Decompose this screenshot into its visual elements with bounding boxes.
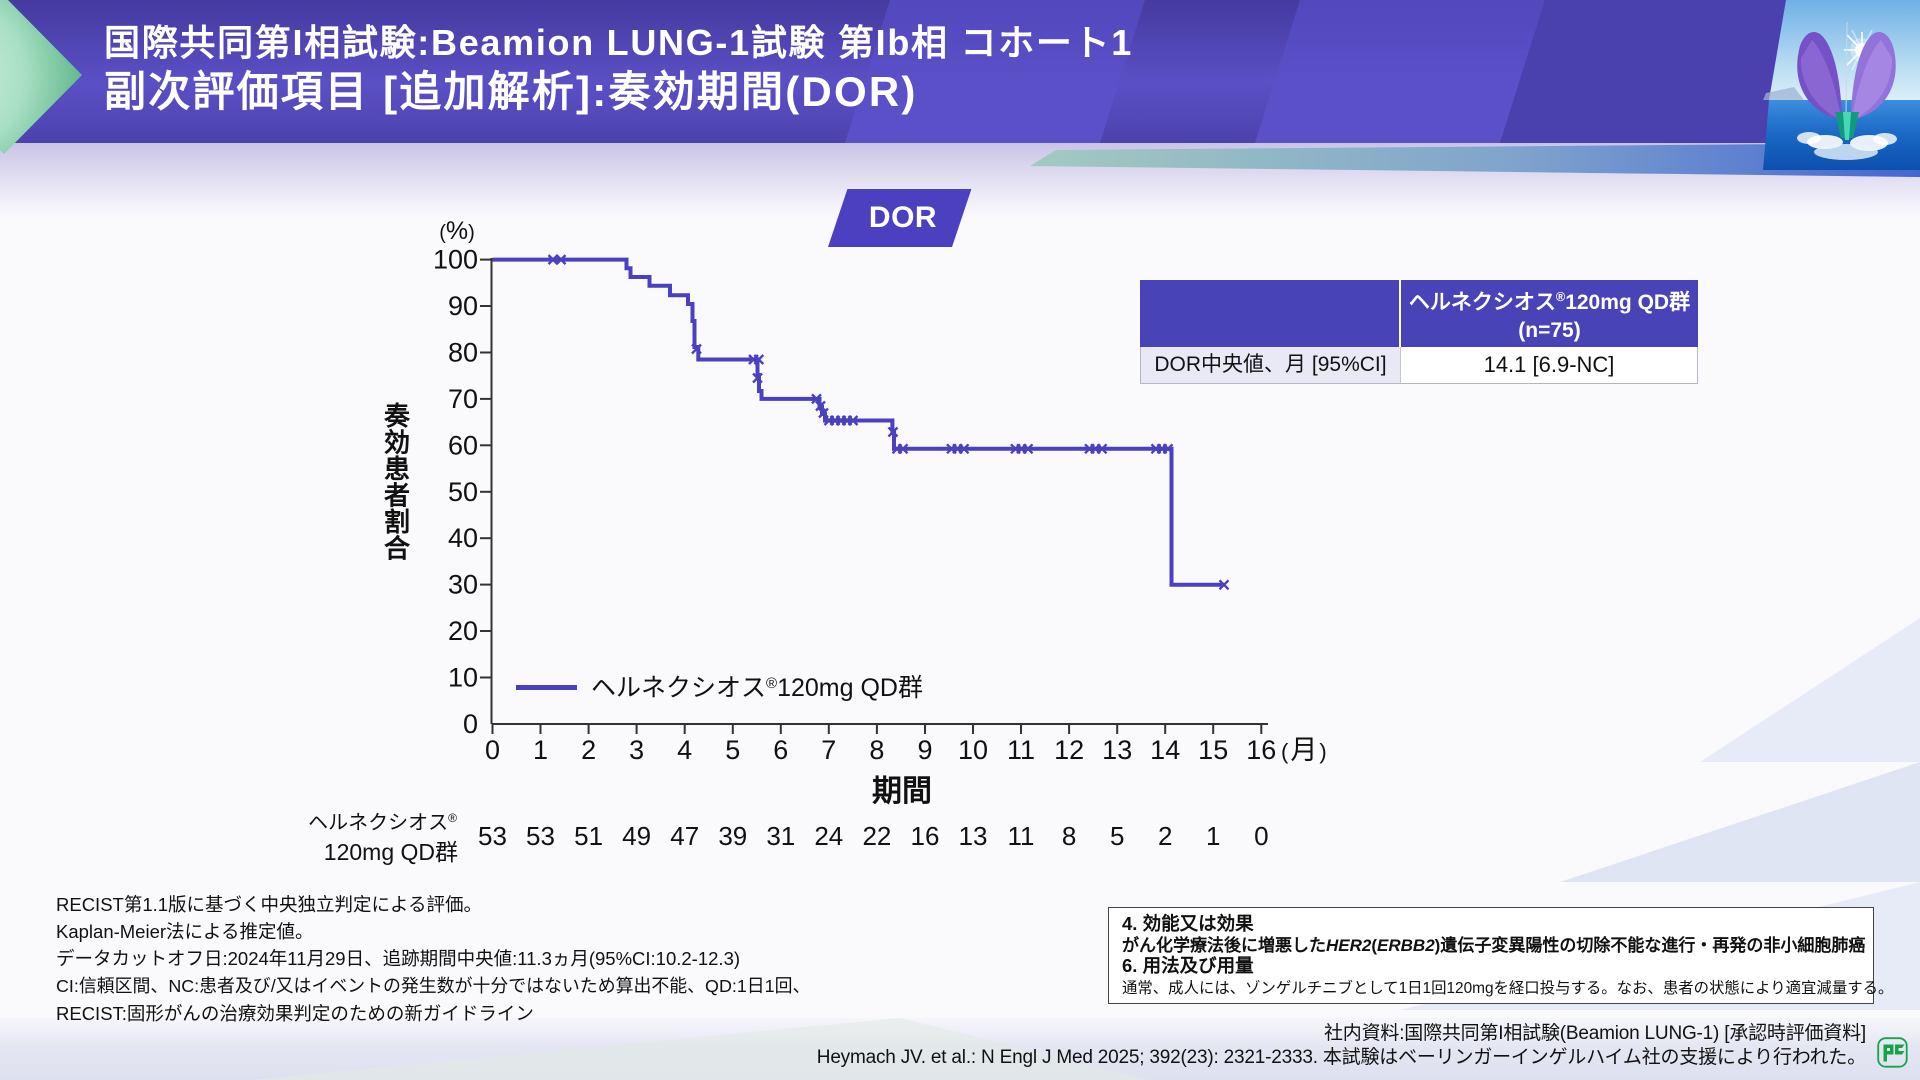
- svg-text:16: 16: [911, 821, 940, 851]
- svg-text:13: 13: [959, 821, 988, 851]
- svg-text:47: 47: [670, 821, 699, 851]
- svg-text:11: 11: [1007, 735, 1035, 765]
- svg-text:51: 51: [574, 821, 603, 851]
- svg-text:13: 13: [1102, 735, 1132, 765]
- svg-text:(%): (%): [439, 217, 475, 245]
- svg-text:0: 0: [485, 735, 500, 765]
- svg-text:5: 5: [1110, 821, 1124, 851]
- svg-text:20: 20: [448, 616, 478, 646]
- svg-text:11: 11: [1008, 821, 1035, 851]
- svg-text:90: 90: [448, 291, 478, 321]
- svg-text:ヘルネクシオス®120mg QD群: ヘルネクシオス®120mg QD群: [591, 674, 923, 702]
- svg-text:14: 14: [1150, 735, 1180, 765]
- svg-text:30: 30: [448, 570, 478, 600]
- svg-text:31: 31: [766, 821, 795, 851]
- svg-text:10: 10: [448, 663, 478, 693]
- svg-text:60: 60: [448, 430, 478, 460]
- svg-text:24: 24: [814, 821, 843, 851]
- svg-text:(月): (月): [1281, 735, 1329, 765]
- svg-text:効: 効: [384, 428, 410, 458]
- svg-text:49: 49: [622, 821, 651, 851]
- svg-text:3: 3: [629, 735, 644, 765]
- svg-text:53: 53: [526, 821, 555, 851]
- svg-text:16: 16: [1246, 735, 1276, 765]
- svg-text:6: 6: [773, 735, 788, 765]
- svg-text:70: 70: [448, 384, 478, 414]
- svg-text:5: 5: [725, 735, 740, 765]
- svg-text:22: 22: [862, 821, 891, 851]
- svg-text:10: 10: [958, 735, 988, 765]
- svg-text:12: 12: [1054, 735, 1084, 765]
- svg-text:2: 2: [1158, 821, 1172, 851]
- svg-text:割: 割: [384, 507, 410, 537]
- svg-text:80: 80: [448, 338, 478, 368]
- svg-text:期間: 期間: [872, 775, 932, 808]
- svg-text:合: 合: [384, 534, 411, 564]
- svg-text:8: 8: [869, 735, 884, 765]
- svg-text:120mg QD群: 120mg QD群: [324, 839, 458, 865]
- svg-text:患: 患: [384, 454, 410, 484]
- svg-text:7: 7: [821, 735, 836, 765]
- svg-text:1: 1: [1206, 821, 1220, 851]
- svg-text:ヘルネクシオス®: ヘルネクシオス®: [308, 811, 457, 834]
- svg-text:15: 15: [1198, 735, 1228, 765]
- svg-text:39: 39: [718, 821, 747, 851]
- svg-text:1: 1: [533, 735, 548, 765]
- svg-text:0: 0: [1254, 821, 1268, 851]
- svg-text:4: 4: [677, 735, 692, 765]
- svg-text:者: 者: [384, 481, 410, 511]
- svg-text:9: 9: [917, 735, 932, 765]
- svg-text:0: 0: [463, 709, 478, 739]
- svg-text:50: 50: [448, 477, 478, 507]
- svg-text:100: 100: [433, 245, 478, 275]
- svg-text:8: 8: [1062, 821, 1076, 851]
- svg-text:奏: 奏: [383, 401, 411, 431]
- svg-text:53: 53: [478, 821, 507, 851]
- svg-text:40: 40: [448, 523, 478, 553]
- svg-text:2: 2: [581, 735, 596, 765]
